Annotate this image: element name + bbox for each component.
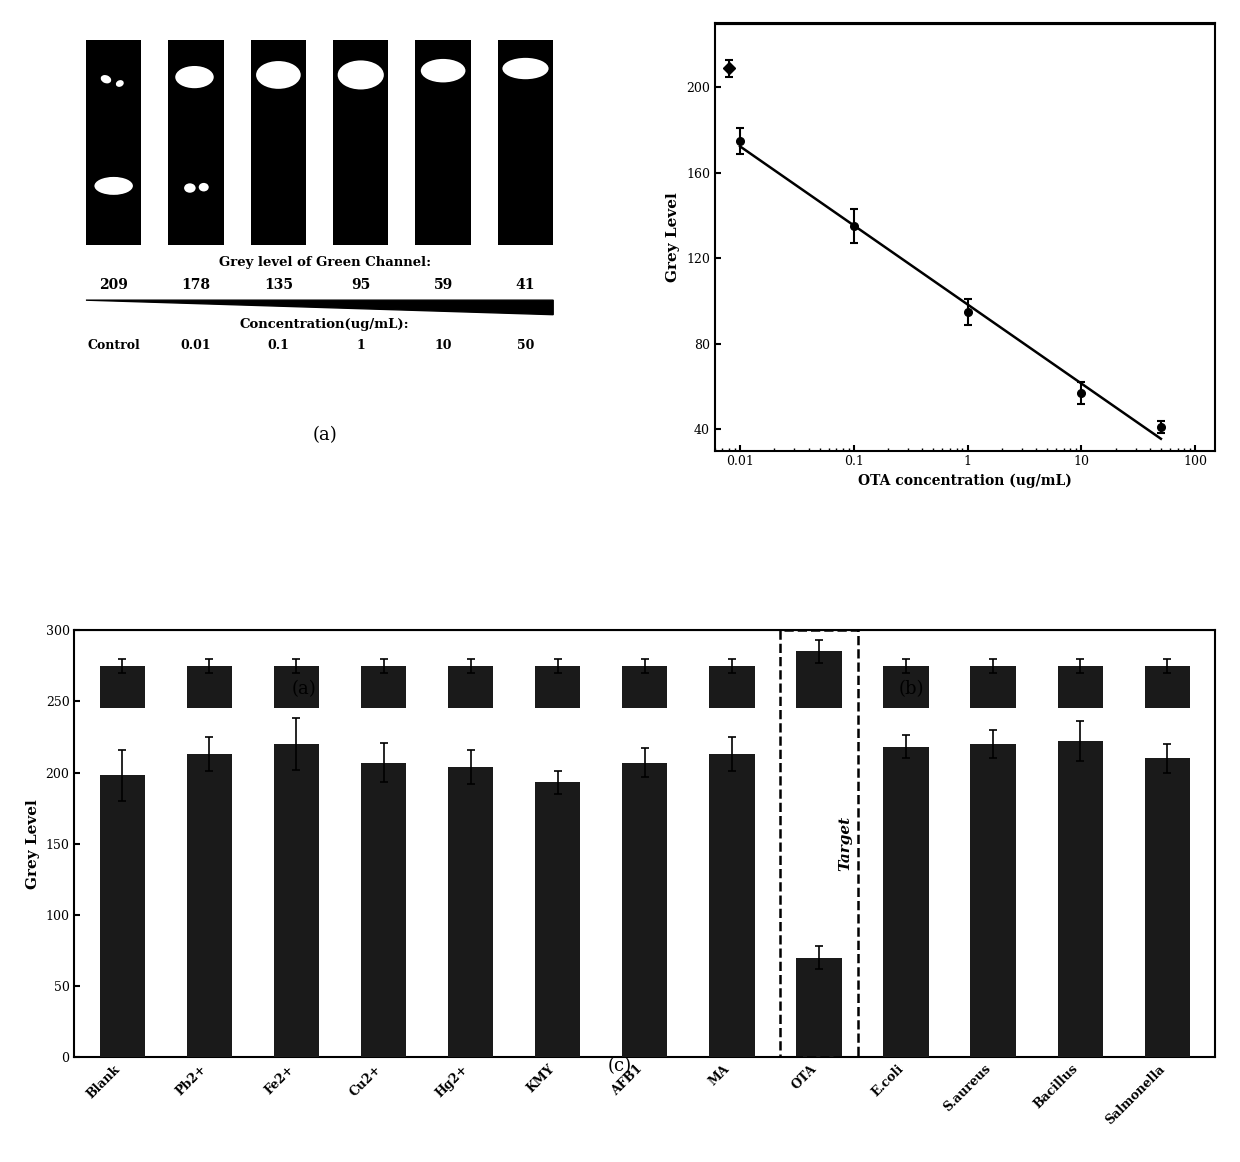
Bar bbox=[228, 36, 250, 250]
Bar bbox=[361, 666, 407, 709]
Text: 0.1: 0.1 bbox=[268, 338, 289, 352]
Bar bbox=[1145, 759, 1190, 1057]
Bar bbox=[709, 754, 754, 1057]
Bar bbox=[1058, 666, 1102, 709]
Bar bbox=[780, 630, 858, 1057]
Bar bbox=[187, 666, 232, 709]
Bar bbox=[63, 36, 86, 250]
Text: Control: Control bbox=[87, 338, 140, 352]
Bar bbox=[310, 36, 334, 250]
Bar bbox=[796, 957, 842, 1057]
Text: Target: Target bbox=[838, 816, 852, 872]
Ellipse shape bbox=[115, 80, 124, 87]
Bar bbox=[250, 41, 306, 245]
Text: 50: 50 bbox=[517, 338, 534, 352]
Text: (a): (a) bbox=[291, 680, 316, 697]
Ellipse shape bbox=[337, 60, 384, 89]
Ellipse shape bbox=[175, 66, 213, 88]
Ellipse shape bbox=[100, 76, 112, 84]
Ellipse shape bbox=[94, 177, 133, 195]
Text: 0.01: 0.01 bbox=[181, 338, 211, 352]
Text: 10: 10 bbox=[434, 338, 451, 352]
Text: Grey level of Green Channel:: Grey level of Green Channel: bbox=[218, 256, 430, 270]
Bar bbox=[169, 41, 223, 245]
Bar bbox=[448, 666, 494, 709]
Bar bbox=[883, 666, 929, 709]
Text: 95: 95 bbox=[351, 278, 371, 292]
Y-axis label: Grey Level: Grey Level bbox=[26, 798, 40, 889]
Bar bbox=[99, 775, 145, 1057]
Y-axis label: Grey Level: Grey Level bbox=[666, 192, 681, 282]
Bar bbox=[448, 767, 494, 1057]
Bar bbox=[99, 666, 145, 709]
Ellipse shape bbox=[502, 58, 548, 79]
Bar bbox=[334, 41, 388, 245]
Bar bbox=[709, 666, 754, 709]
Bar bbox=[361, 762, 407, 1057]
Text: 59: 59 bbox=[434, 278, 453, 292]
Bar bbox=[392, 36, 415, 250]
Bar bbox=[187, 754, 232, 1057]
Bar bbox=[536, 782, 580, 1057]
Text: (b): (b) bbox=[899, 680, 924, 697]
Bar bbox=[274, 666, 319, 709]
Bar bbox=[388, 36, 412, 250]
Bar bbox=[247, 19, 310, 41]
Bar bbox=[971, 666, 1016, 709]
Polygon shape bbox=[86, 300, 553, 315]
Text: 41: 41 bbox=[516, 278, 536, 292]
Bar bbox=[497, 41, 553, 245]
Bar bbox=[145, 36, 169, 250]
Ellipse shape bbox=[420, 59, 465, 83]
Ellipse shape bbox=[257, 62, 301, 88]
Text: (c): (c) bbox=[608, 1057, 632, 1075]
Bar bbox=[306, 36, 329, 250]
Bar bbox=[274, 744, 319, 1057]
Text: 135: 135 bbox=[264, 278, 293, 292]
Bar bbox=[165, 19, 228, 41]
Bar bbox=[1058, 741, 1102, 1057]
Text: Concentration(ug/mL):: Concentration(ug/mL): bbox=[239, 318, 409, 331]
Text: (a): (a) bbox=[312, 426, 337, 444]
Bar bbox=[796, 652, 842, 709]
Bar bbox=[971, 744, 1016, 1057]
Bar bbox=[471, 36, 494, 250]
X-axis label: OTA concentration (ug/mL): OTA concentration (ug/mL) bbox=[858, 474, 1071, 488]
Bar bbox=[86, 41, 141, 245]
Bar bbox=[494, 19, 557, 41]
Text: 178: 178 bbox=[181, 278, 211, 292]
Bar bbox=[1145, 666, 1190, 709]
Bar bbox=[883, 747, 929, 1057]
Bar bbox=[553, 36, 577, 250]
Bar bbox=[82, 19, 145, 41]
Bar bbox=[622, 666, 667, 709]
Bar bbox=[536, 666, 580, 709]
Bar bbox=[475, 36, 497, 250]
Bar bbox=[141, 36, 165, 250]
Ellipse shape bbox=[198, 182, 208, 192]
Bar bbox=[415, 41, 471, 245]
Text: 209: 209 bbox=[99, 278, 128, 292]
Bar bbox=[412, 19, 475, 41]
Text: 1: 1 bbox=[356, 338, 365, 352]
Bar bbox=[329, 19, 392, 41]
Bar bbox=[223, 36, 247, 250]
Ellipse shape bbox=[184, 184, 196, 193]
Bar bbox=[622, 762, 667, 1057]
